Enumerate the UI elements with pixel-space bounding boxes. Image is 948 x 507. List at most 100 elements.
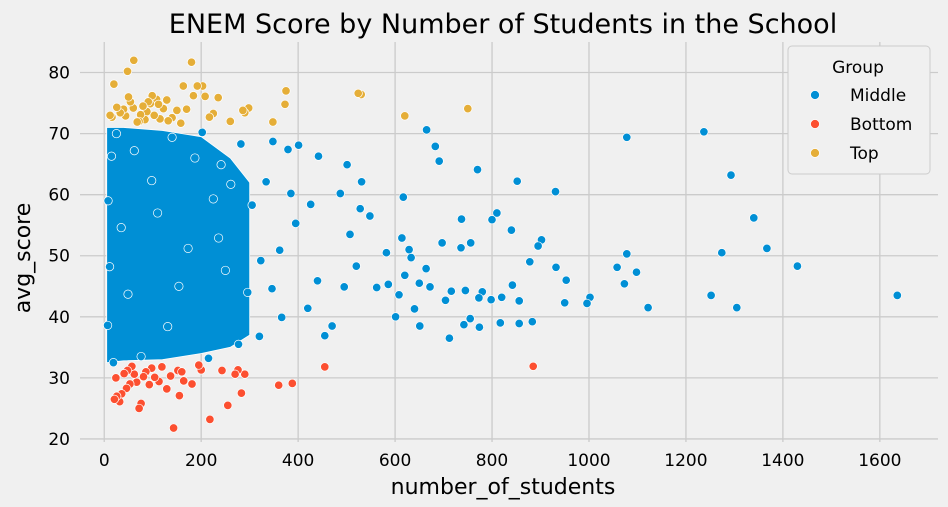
- middle-point: [582, 298, 592, 308]
- middle-point: [892, 290, 902, 300]
- middle-point: [335, 188, 345, 199]
- middle-point: [622, 132, 632, 142]
- top-point: [238, 105, 248, 115]
- bottom-point: [205, 414, 215, 424]
- middle-point: [103, 196, 113, 206]
- middle-point: [456, 214, 467, 224]
- top-point: [192, 81, 202, 91]
- top-point: [163, 116, 173, 126]
- y-tick-label: 20: [48, 430, 70, 450]
- middle-point: [197, 127, 207, 137]
- middle-point: [474, 293, 484, 303]
- legend-title: Group: [832, 58, 884, 78]
- middle-point: [495, 318, 505, 328]
- middle-point: [437, 238, 447, 248]
- middle-point: [123, 289, 133, 299]
- middle-point: [492, 208, 502, 218]
- legend-label-middle: Middle: [850, 86, 906, 106]
- middle-point: [550, 187, 561, 197]
- top-point: [353, 88, 363, 98]
- middle-point: [717, 248, 727, 258]
- tick-labels: 0 200 400 600 800 1000 1200 1400 1600 20 30 40 50 60 7…: [48, 64, 901, 471]
- middle-point: [514, 296, 524, 306]
- middle-point: [415, 321, 425, 331]
- middle-point: [732, 303, 742, 313]
- middle-point: [247, 200, 257, 210]
- middle-point: [345, 229, 355, 239]
- middle-point: [699, 127, 709, 137]
- bottom-point: [320, 362, 330, 372]
- top-point: [225, 116, 235, 126]
- middle-point: [372, 282, 382, 293]
- middle-point: [643, 303, 653, 313]
- middle-point: [256, 256, 266, 266]
- middle-point: [398, 192, 408, 202]
- middle-point: [622, 249, 632, 259]
- middle-point: [421, 264, 431, 274]
- middle-point: [506, 225, 516, 235]
- top-point: [129, 55, 139, 65]
- legend-items: Middle Bottom Top: [810, 86, 912, 164]
- middle-point: [430, 141, 440, 151]
- bottom-point: [169, 423, 179, 433]
- middle-point: [339, 282, 349, 292]
- middle-point: [254, 331, 264, 341]
- bottom-point: [144, 380, 154, 390]
- middle-point: [619, 279, 629, 289]
- middle-point: [351, 261, 361, 271]
- bottom-point: [177, 367, 187, 377]
- middle-point: [163, 322, 173, 332]
- top-point: [182, 104, 192, 114]
- middle-point: [394, 290, 404, 300]
- middle-point: [147, 176, 157, 186]
- y-tick-label: 50: [48, 247, 70, 267]
- middle-point: [465, 314, 475, 324]
- middle-point: [116, 223, 126, 233]
- middle-point: [383, 279, 393, 289]
- top-point: [200, 91, 210, 101]
- top-point: [149, 110, 159, 120]
- middle-point: [167, 132, 177, 142]
- top-point: [281, 86, 291, 96]
- middle-point: [111, 129, 121, 139]
- bottom-point: [194, 360, 204, 370]
- middle-point: [533, 241, 543, 251]
- top-point: [109, 79, 119, 89]
- middle-point: [136, 351, 146, 362]
- middle-point: [726, 170, 736, 180]
- middle-point: [183, 243, 193, 253]
- y-tick-label: 40: [48, 308, 70, 328]
- middle-point: [220, 265, 230, 275]
- middle-point: [612, 262, 622, 272]
- middle-point: [103, 320, 113, 330]
- top-point: [268, 117, 278, 127]
- bottom-point: [109, 394, 119, 404]
- y-axis-label: avg_score: [11, 203, 36, 314]
- x-tick-label: 0: [99, 451, 110, 471]
- middle-point: [105, 262, 115, 272]
- middle-point: [507, 280, 517, 290]
- middle-point: [327, 321, 337, 331]
- middle-point: [216, 160, 226, 170]
- middle-point: [268, 136, 278, 147]
- middle-point: [551, 262, 561, 272]
- top-point: [213, 93, 223, 103]
- x-axis-label: number_of_students: [391, 475, 616, 500]
- middle-point: [414, 278, 424, 288]
- middle-point: [472, 165, 483, 175]
- top-point: [138, 101, 148, 111]
- bottom-point: [236, 388, 246, 398]
- x-tick-label: 1000: [567, 451, 610, 471]
- middle-point: [459, 320, 469, 330]
- middle-point: [236, 139, 246, 149]
- bottom-point: [134, 403, 144, 413]
- y-tick-label: 60: [48, 186, 70, 206]
- bottom-point: [217, 365, 227, 376]
- middle-point: [277, 312, 287, 322]
- middle-point: [313, 151, 324, 161]
- middle-point: [214, 233, 224, 243]
- middle-cluster-area: [106, 127, 251, 364]
- middle-point: [286, 188, 296, 199]
- top-point: [178, 81, 188, 91]
- middle-point: [391, 312, 401, 322]
